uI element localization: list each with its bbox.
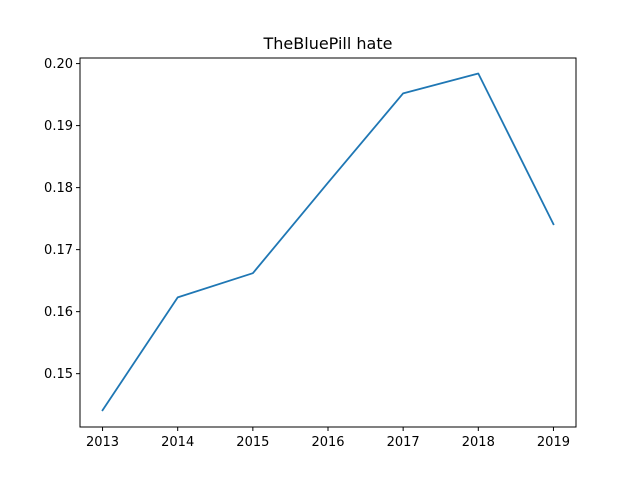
y-tick-label: 0.18 bbox=[44, 181, 73, 196]
y-tick-label: 0.17 bbox=[44, 243, 73, 258]
y-tick-label: 0.20 bbox=[44, 57, 73, 72]
y-tick-label: 0.15 bbox=[44, 367, 73, 382]
x-tick-label: 2015 bbox=[236, 435, 269, 450]
y-tick-label: 0.19 bbox=[44, 119, 73, 134]
x-tick-label: 2017 bbox=[387, 435, 420, 450]
x-tick-label: 2019 bbox=[537, 435, 570, 450]
series-line bbox=[101, 72, 555, 412]
x-tick-label: 2016 bbox=[311, 435, 344, 450]
plot-area: 2013 2014 2015 2016 2017 2018 2019 0.15 0.16 0.17… bbox=[44, 57, 570, 450]
x-tick-label: 2018 bbox=[462, 435, 495, 450]
x-tick-label: 2013 bbox=[86, 435, 119, 450]
x-tick-label: 2014 bbox=[161, 435, 194, 450]
chart-title: TheBluePill hate bbox=[263, 34, 393, 53]
axes-frame bbox=[79, 57, 577, 428]
y-tick-label: 0.16 bbox=[44, 305, 73, 320]
